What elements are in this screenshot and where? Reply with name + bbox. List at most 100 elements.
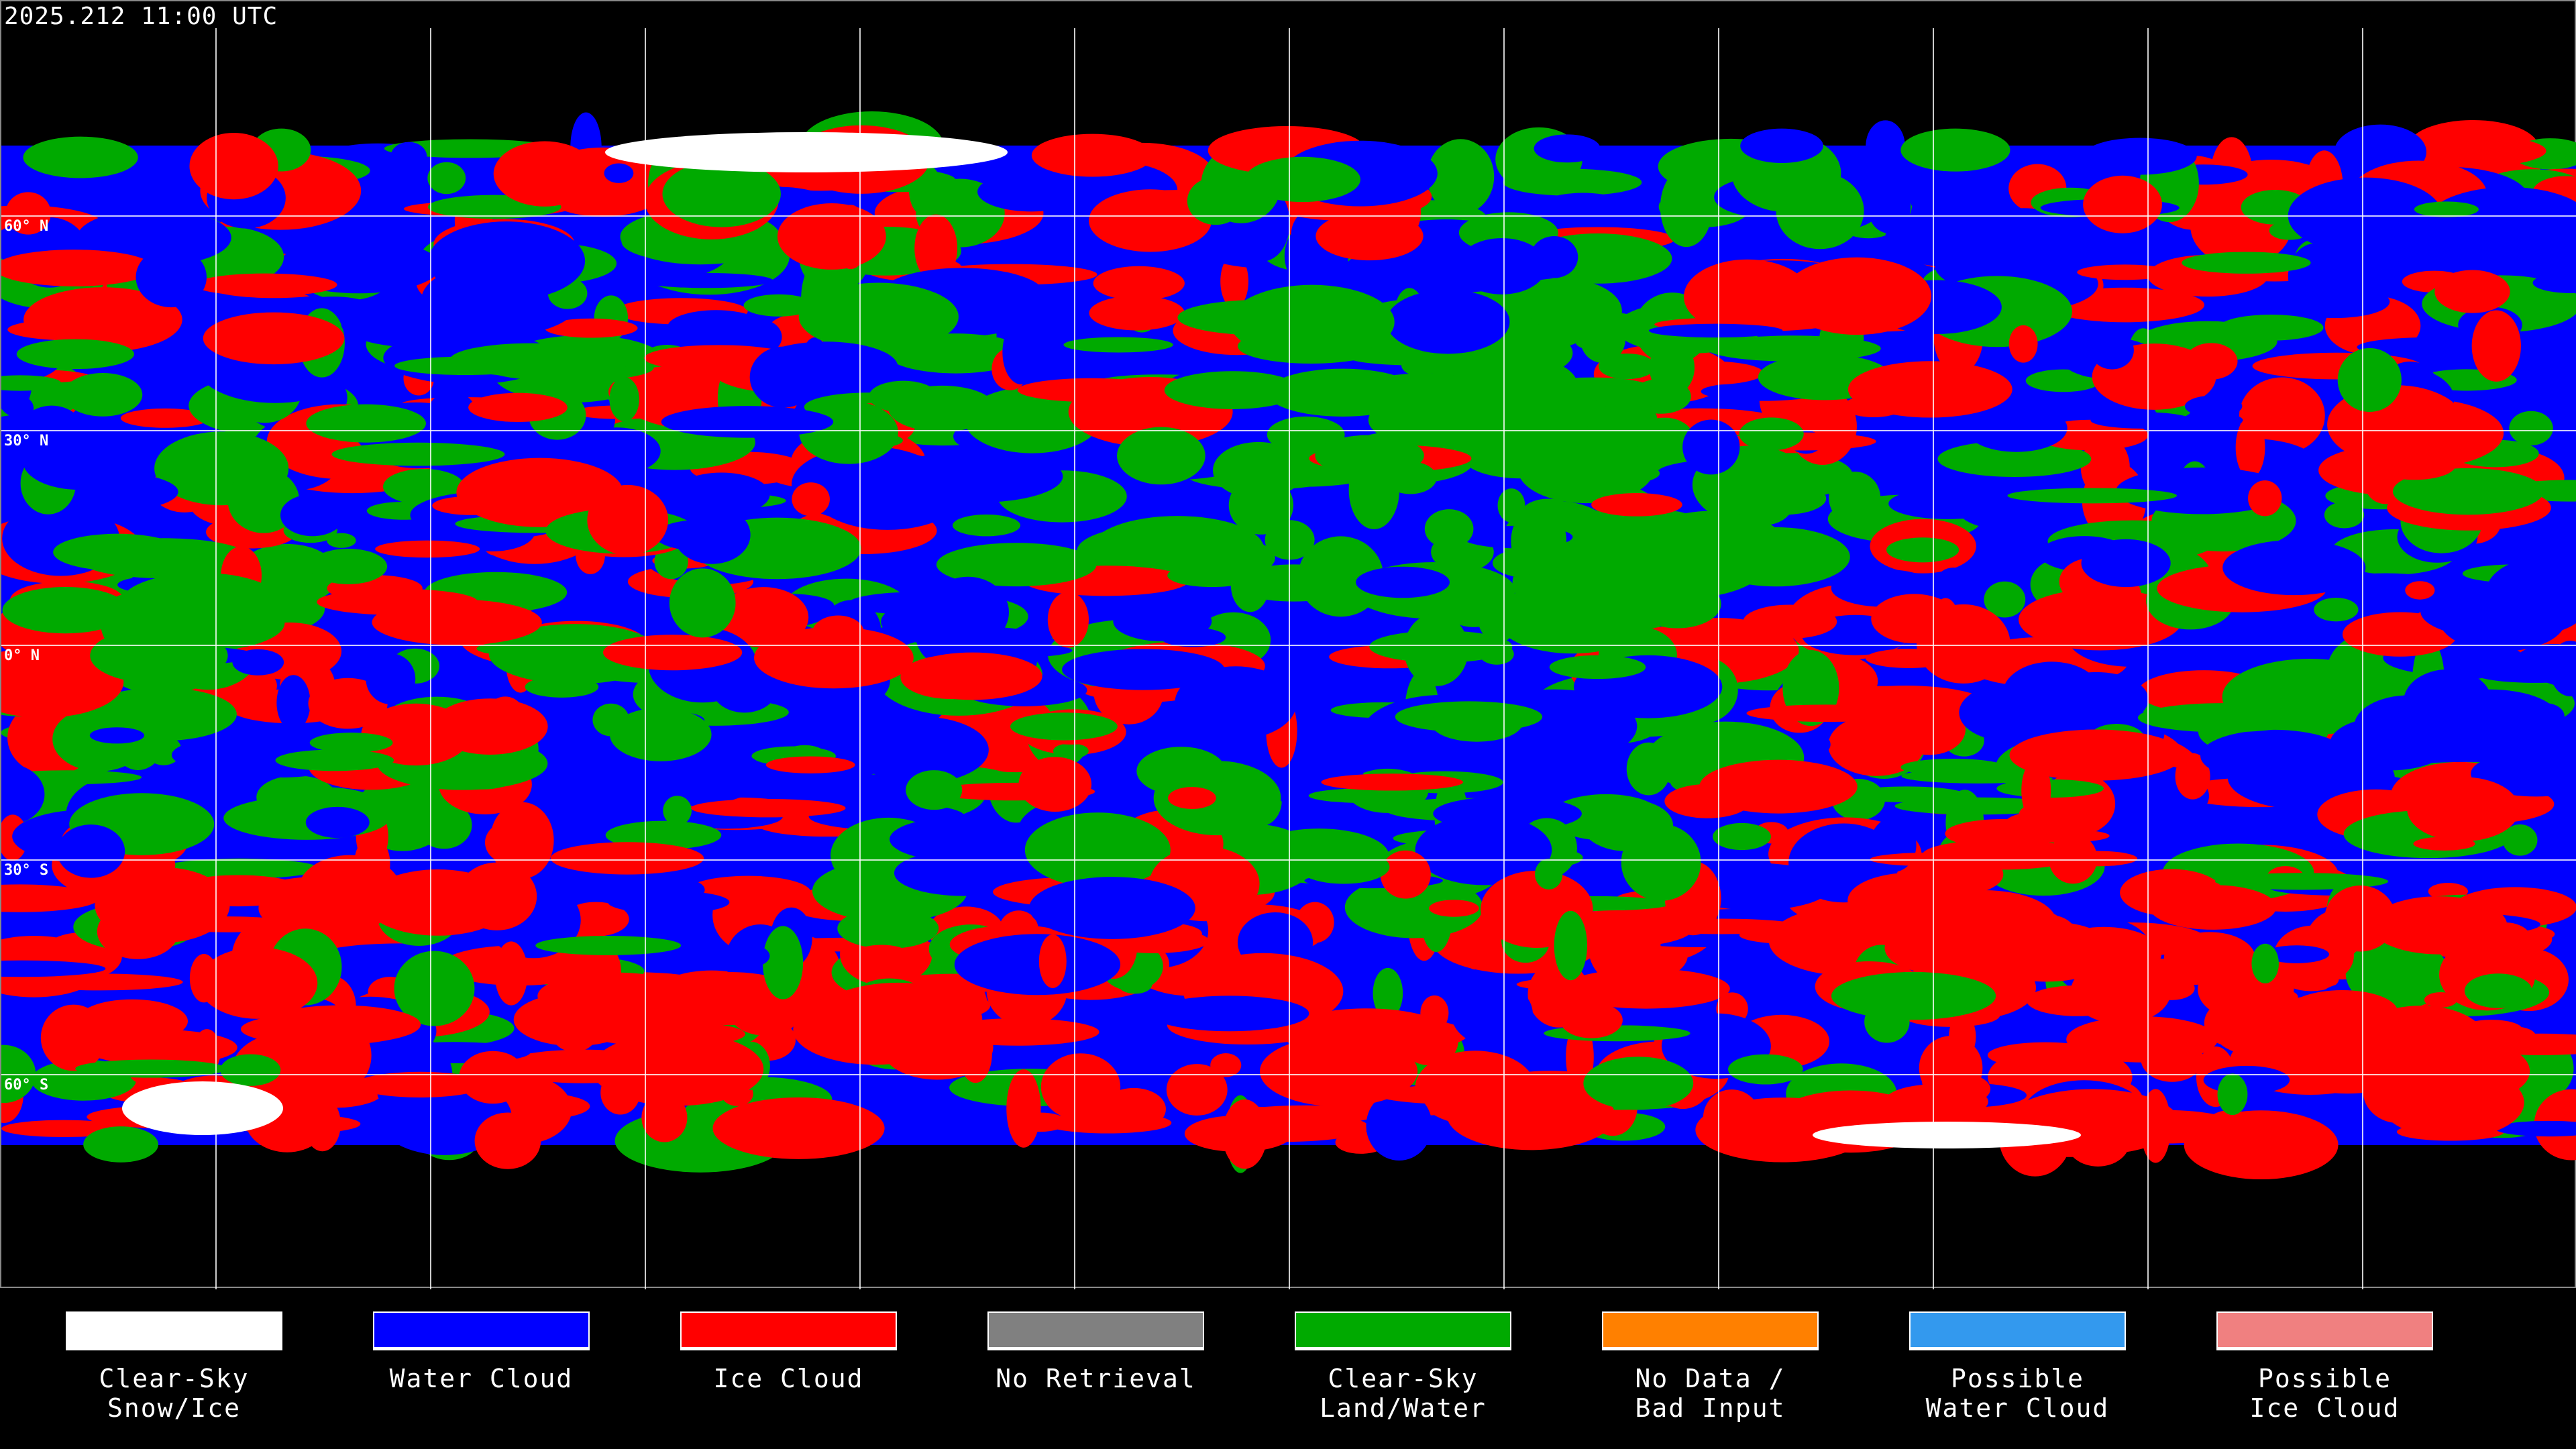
- cloud-region: [1244, 156, 1360, 203]
- cloud-region: [2149, 885, 2277, 930]
- cloud-region: [1010, 712, 1118, 741]
- cloud-region: [1602, 575, 1680, 622]
- cloud-region: [305, 806, 370, 839]
- cloud-region: [76, 209, 231, 266]
- cloud-region: [1366, 1090, 1432, 1161]
- cloud-region: [737, 319, 782, 355]
- cloud-region: [2215, 873, 2388, 890]
- cloud-region: [926, 576, 1009, 648]
- legend-swatch: [1295, 1311, 1511, 1350]
- cloud-region: [1977, 921, 2116, 982]
- lat-label-30n: 30° N: [4, 433, 49, 449]
- cloud-region: [1591, 493, 1682, 517]
- cloud-region: [977, 172, 1086, 212]
- cloud-region: [1739, 417, 1804, 451]
- cloud-region: [572, 427, 661, 475]
- cloud-region: [1018, 757, 1092, 812]
- cloud-region: [2495, 1120, 2576, 1137]
- cloud-region: [798, 282, 959, 351]
- cloud-region: [2217, 1073, 2248, 1116]
- cloud-region: [16, 339, 135, 370]
- cloud-region: [83, 1126, 158, 1163]
- cloud-region: [493, 141, 596, 207]
- cloud-region: [2493, 1026, 2536, 1048]
- cloud-region: [1648, 323, 1783, 338]
- cloud-region: [1168, 787, 1216, 809]
- cloud-region: [468, 392, 568, 423]
- legend-item: Water Cloud: [373, 1311, 590, 1393]
- legend-item: Ice Cloud: [680, 1311, 897, 1393]
- cloud-region: [2265, 989, 2298, 1004]
- cloud-region: [203, 312, 345, 365]
- cloud-region: [954, 934, 1121, 996]
- cloud-region: [762, 926, 804, 1000]
- cloud-region: [2198, 1110, 2259, 1173]
- cloud-region: [1230, 284, 1395, 360]
- cloud-region: [120, 572, 282, 634]
- cloud-region: [1900, 128, 2010, 172]
- cloud-region: [799, 400, 898, 464]
- legend-swatch: [1602, 1311, 1819, 1350]
- cloud-region: [890, 817, 1024, 861]
- cloud-region: [587, 484, 669, 555]
- cloud-region: [341, 301, 500, 348]
- cloud-region: [754, 627, 914, 689]
- cloud-region: [1089, 189, 1212, 252]
- cloud-region: [1063, 337, 1173, 353]
- cloud-region: [2464, 973, 2532, 1008]
- snow-ice-region: [1813, 1122, 2081, 1148]
- cloud-region: [2337, 347, 2402, 413]
- cloud-region: [1220, 254, 1248, 309]
- cloud-region: [1, 414, 71, 439]
- cloud-region: [1457, 237, 1547, 294]
- cloud-region: [1006, 1069, 1041, 1148]
- cloud-region: [1959, 684, 2054, 741]
- cloud-region: [2204, 1001, 2255, 1046]
- cloud-region: [1829, 471, 1881, 525]
- cloud-region: [1511, 506, 1567, 577]
- cloud-region: [1451, 981, 1533, 1046]
- cloud-region: [1746, 704, 1908, 722]
- cloud-region: [1175, 666, 1297, 740]
- cloud-region: [2137, 703, 2309, 733]
- legend-swatch: [373, 1311, 590, 1350]
- cloud-region: [1029, 877, 1195, 939]
- cloud-region: [308, 678, 388, 729]
- legend-swatch: [987, 1311, 1204, 1350]
- cloud-region: [2081, 539, 2171, 588]
- cloud-region: [1053, 743, 1089, 759]
- legend-swatch: [2216, 1311, 2433, 1350]
- cloud-region: [1534, 134, 1601, 163]
- cloud-region: [306, 404, 426, 443]
- cloud-region: [375, 540, 480, 558]
- cloud-region: [814, 982, 983, 1056]
- cloud-region: [655, 519, 748, 551]
- cloud-region: [550, 842, 704, 875]
- cloud-region: [261, 1005, 421, 1044]
- cloud-region: [309, 548, 388, 584]
- cloud-region: [2087, 585, 2142, 629]
- cloud-region: [1448, 600, 1499, 627]
- cloud-region: [914, 214, 958, 282]
- lat-label-30s: 30° S: [4, 862, 49, 879]
- cloud-region: [2082, 138, 2197, 175]
- legend-label: Ice Cloud: [713, 1364, 864, 1393]
- cloud-region: [1937, 568, 1970, 591]
- cloud-region: [275, 749, 394, 771]
- cloud-region: [2200, 729, 2348, 782]
- cloud-region: [2248, 480, 2282, 517]
- cloud-region: [853, 716, 989, 784]
- cloud-region: [1117, 427, 1205, 485]
- cloud-region: [1549, 655, 1646, 680]
- cloud-region: [1, 375, 62, 391]
- cloud-region: [2090, 331, 2134, 370]
- cloud-region: [383, 468, 465, 505]
- cloud-region: [777, 203, 886, 270]
- legend-item: No Data / Bad Input: [1602, 1311, 1819, 1423]
- cloud-region: [1535, 858, 1563, 890]
- cloud-region: [1727, 631, 1763, 671]
- cloud-region: [902, 652, 1042, 700]
- cloud-region: [592, 1032, 764, 1106]
- cloud-region: [848, 843, 898, 866]
- cloud-region: [390, 142, 427, 172]
